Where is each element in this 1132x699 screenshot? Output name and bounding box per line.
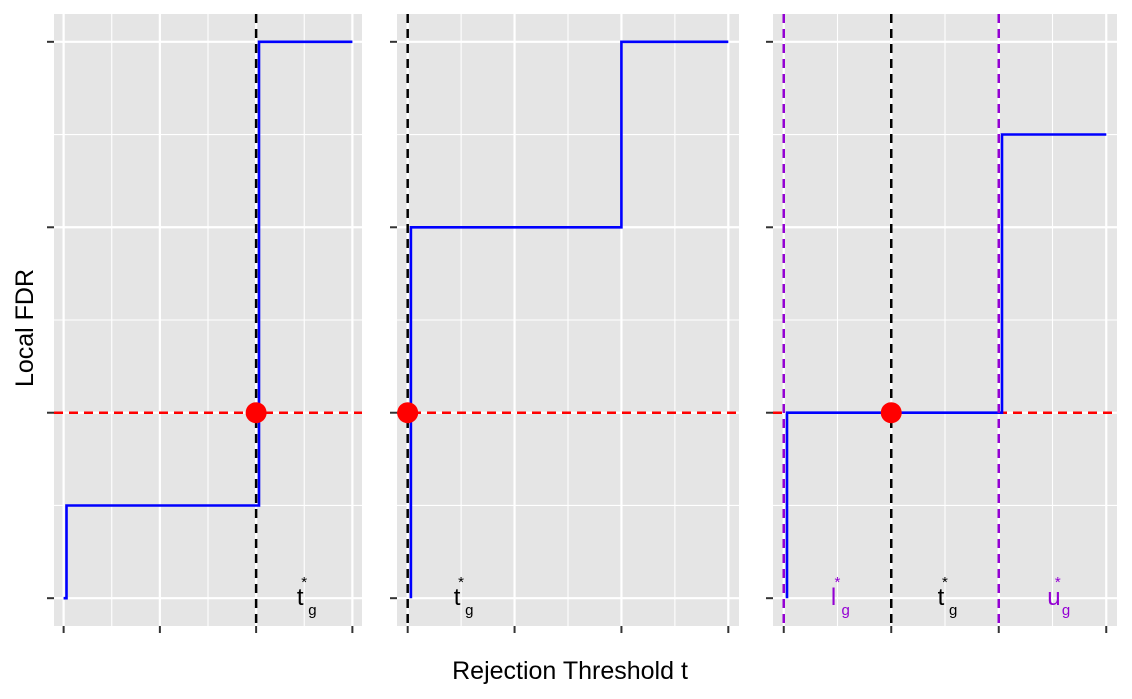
annotation-t-label: t — [454, 584, 461, 611]
facet-panel-3: l g*t g*u g* — [766, 14, 1117, 633]
facet-panel-1: t g* — [47, 14, 362, 633]
annotation-subscript: g — [949, 602, 957, 619]
local-fdr-step-line — [63, 40, 353, 600]
local-fdr-step-line — [785, 133, 1107, 599]
annotation-star: * — [301, 574, 307, 591]
annotation-star: * — [942, 574, 948, 591]
x-axis-title: Rejection Threshold t — [452, 657, 688, 685]
optimal-threshold-point — [245, 402, 267, 424]
annotation-u-label: u — [1047, 584, 1060, 611]
y-axis-title: Local FDR — [11, 269, 39, 387]
annotation-l-label: l — [831, 584, 836, 611]
annotation-subscript: g — [308, 602, 316, 619]
annotation-star: * — [835, 574, 841, 591]
annotation-t-label: t — [938, 584, 945, 611]
annotation-subscript: g — [1062, 602, 1070, 619]
local-fdr-step-line — [409, 40, 729, 599]
annotation-subscript: g — [842, 602, 850, 619]
optimal-threshold-point — [880, 402, 902, 424]
facet-panels: t g*t g*l g*t g*u g* — [47, 14, 1117, 633]
annotation-star: * — [458, 574, 464, 591]
annotation-star: * — [1055, 574, 1061, 591]
optimal-threshold-point — [397, 402, 419, 424]
annotation-t-label: t — [297, 584, 304, 611]
facet-panel-2: t g* — [390, 14, 739, 633]
annotation-subscript: g — [465, 602, 473, 619]
